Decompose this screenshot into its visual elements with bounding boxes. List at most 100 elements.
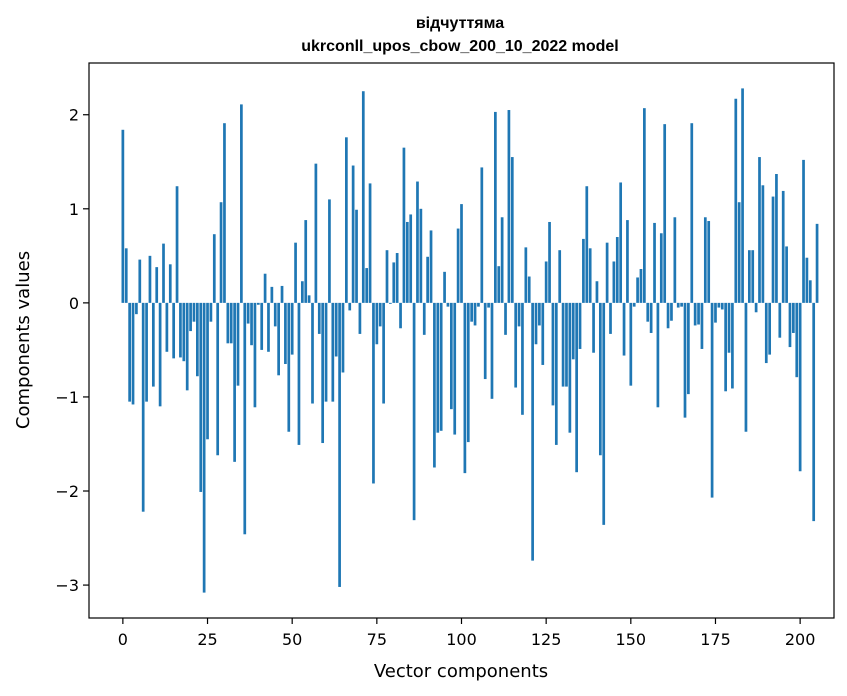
bar-101 (463, 302, 467, 474)
bar-43 (267, 302, 270, 352)
bar-87 (416, 181, 419, 303)
bar-41 (260, 302, 264, 350)
bar-23 (199, 302, 203, 492)
bar-90 (426, 256, 429, 303)
bars-group (121, 88, 819, 593)
bar-36 (243, 302, 247, 535)
bar-68 (351, 165, 355, 303)
y-tick-label: 1 (69, 200, 79, 219)
bar-179 (727, 302, 731, 353)
bar-163 (673, 217, 677, 303)
bar-123 (538, 302, 541, 326)
bar-115 (510, 157, 514, 303)
bar-58 (317, 302, 321, 334)
bar-37 (246, 302, 250, 324)
bar-66 (345, 137, 348, 303)
bar-60 (324, 302, 328, 402)
bar-29 (219, 202, 223, 303)
bar-70 (358, 302, 362, 334)
bar-35 (240, 104, 243, 303)
bar-147 (619, 182, 623, 303)
bar-30 (223, 123, 226, 303)
bar-53 (300, 281, 304, 303)
y-tick-label: 2 (69, 106, 79, 125)
bar-103 (470, 302, 474, 322)
bar-159 (659, 233, 663, 303)
x-tick-label: 25 (197, 630, 217, 649)
bar-5 (138, 259, 142, 303)
bar-191 (768, 302, 772, 355)
bar-49 (287, 302, 291, 432)
x-tick-label: 150 (616, 630, 647, 649)
bar-10 (155, 267, 159, 303)
bar-92 (433, 302, 436, 468)
bar-79 (389, 302, 392, 304)
bar-99 (456, 228, 460, 303)
bar-65 (341, 302, 345, 373)
bar-112 (500, 217, 504, 303)
bar-170 (697, 302, 700, 325)
bar-171 (700, 302, 704, 349)
bar-183 (741, 88, 744, 303)
bar-94 (439, 302, 443, 431)
bar-102 (466, 302, 470, 443)
bar-12 (162, 243, 165, 303)
bar-100 (460, 204, 463, 303)
bar-187 (754, 302, 758, 313)
bar-47 (280, 285, 284, 303)
bar-17 (179, 302, 182, 358)
bar-44 (270, 286, 274, 303)
bar-81 (395, 253, 399, 303)
bar-192 (771, 196, 775, 303)
y-tick-label: 0 (69, 294, 79, 313)
bar-61 (328, 199, 331, 303)
bar-105 (477, 302, 480, 307)
bar-200 (798, 302, 802, 472)
bar-131 (565, 302, 568, 387)
bar-89 (422, 302, 426, 335)
bar-189 (761, 185, 765, 303)
bar-168 (690, 123, 694, 303)
bar-126 (548, 221, 551, 303)
bar-185 (747, 250, 751, 303)
bar-106 (480, 167, 484, 303)
bar-196 (785, 246, 788, 303)
bar-195 (781, 190, 785, 303)
bar-114 (507, 110, 511, 303)
bar-93 (436, 302, 440, 433)
bar-129 (558, 250, 562, 303)
bar-9 (151, 302, 155, 387)
bar-138 (588, 248, 592, 303)
plot-area-frame (88, 62, 835, 619)
bar-119 (524, 247, 528, 303)
x-tick-label: 125 (531, 630, 562, 649)
bar-76 (378, 302, 382, 327)
bar-137 (585, 186, 589, 303)
chart-title-line2: ukrconll_upos_cbow_200_10_2022 model (301, 38, 618, 55)
bar-39 (253, 302, 257, 408)
bar-56 (311, 302, 314, 404)
bar-88 (419, 208, 423, 303)
bar-178 (724, 302, 727, 392)
bar-117 (517, 302, 521, 327)
bar-141 (598, 302, 602, 456)
bar-154 (643, 108, 646, 303)
bar-194 (778, 302, 782, 338)
bar-204 (812, 302, 816, 522)
bar-86 (412, 302, 416, 521)
bar-108 (487, 302, 490, 308)
bar-104 (473, 302, 477, 326)
bar-146 (615, 237, 619, 303)
bar-169 (693, 302, 697, 326)
bar-162 (670, 302, 673, 321)
bar-124 (541, 302, 545, 365)
bar-151 (632, 302, 636, 307)
bar-116 (514, 302, 518, 388)
bar-205 (815, 223, 819, 303)
bar-202 (805, 257, 809, 303)
bar-51 (294, 242, 297, 303)
bar-62 (331, 302, 335, 402)
x-tick-label: 75 (367, 630, 387, 649)
bar-83 (402, 147, 406, 303)
bar-136 (582, 238, 585, 303)
